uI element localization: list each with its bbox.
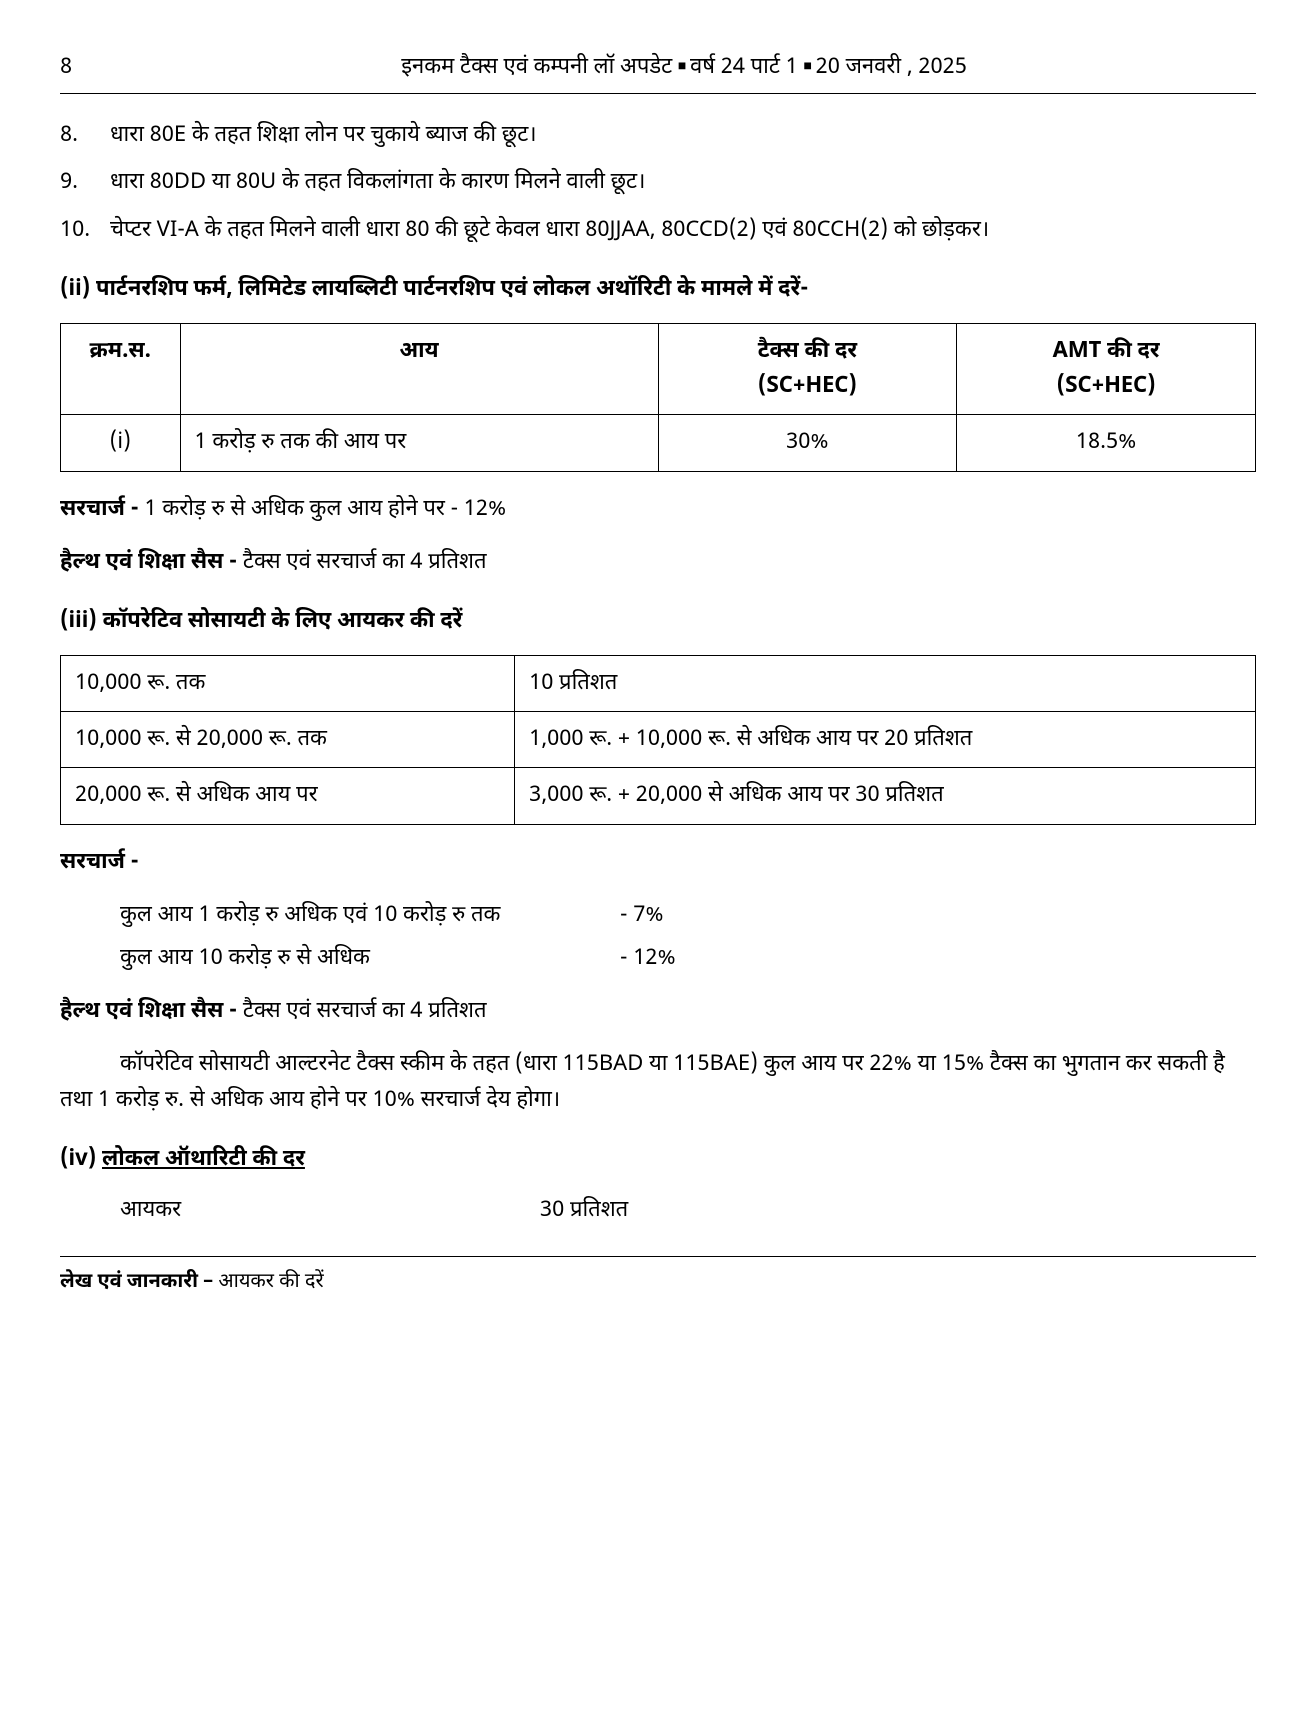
surcharge-row-value: - 12% [620, 941, 676, 976]
footer-bold: लेख एवं जानकारी – [60, 1270, 213, 1296]
page-footer: लेख एवं जानकारी – आयकर की दरें [60, 1256, 1256, 1299]
local-value: 30 प्रतिशत [540, 1193, 628, 1228]
square-separator-icon: ■ [678, 57, 690, 76]
section-iv-underline: लोकल ऑथारिटी की दर [102, 1145, 305, 1174]
list-number: 10. [60, 213, 110, 248]
partnership-table: क्रम.स. आय टैक्स की दर (SC+HEC) AMT की द… [60, 323, 1256, 472]
surcharge-heading: सरचार्ज - [60, 845, 1256, 880]
table-row: 10,000 रू. तक 10 प्रतिशत [61, 656, 1256, 712]
cooperative-table: 10,000 रू. तक 10 प्रतिशत 10,000 रू. से 2… [60, 655, 1256, 825]
list-item: 10. चेप्टर VI-A के तहत मिलने वाली धारा 8… [60, 213, 1256, 248]
list-item: 9. धारा 80DD या 80U के तहत विकलांगता के … [60, 165, 1256, 200]
cell-amt: 18.5% [957, 415, 1256, 471]
cooperative-note: कॉपरेटिव सोसायटी आल्टरनेट टैक्स स्कीम के… [60, 1047, 1256, 1117]
surcharge-row: कुल आय 1 करोड़ रु अधिक एवं 10 करोड़ रु त… [60, 898, 1256, 933]
surcharge-line: सरचार्ज - 1 करोड़ रु से अधिक कुल आय होने… [60, 492, 1256, 527]
list-number: 8. [60, 118, 110, 153]
section-iv-prefix: (iv) [60, 1145, 102, 1174]
th-amt-sub: (SC+HEC) [971, 369, 1241, 404]
footer-rest: आयकर की दरें [213, 1270, 324, 1296]
cess-label: हैल्थ एवं शिक्षा सैस - [60, 548, 237, 577]
cess-text: टैक्स एवं सरचार्ज का 4 प्रतिशत [237, 548, 486, 577]
table-row: 20,000 रू. से अधिक आय पर 3,000 रू. + 20,… [61, 768, 1256, 824]
th-amt-main: AMT की दर [971, 334, 1241, 369]
list-item: 8. धारा 80E के तहत शिक्षा लोन पर चुकाये … [60, 118, 1256, 153]
surcharge-row-label: कुल आय 10 करोड़ रु से अधिक [120, 941, 620, 976]
section-iii-heading: (iii) कॉपरेटिव सोसायटी के लिए आयकर की दर… [60, 604, 1256, 639]
list-text: चेप्टर VI-A के तहत मिलने वाली धारा 80 की… [110, 213, 1256, 248]
surcharge-label: सरचार्ज - [60, 495, 139, 524]
cell-slab: 10,000 रू. से 20,000 रू. तक [61, 712, 515, 768]
cell-slab: 20,000 रू. से अधिक आय पर [61, 768, 515, 824]
cell-rate: 3,000 रू. + 20,000 से अधिक आय पर 30 प्रत… [515, 768, 1256, 824]
cess-line-2: हैल्थ एवं शिक्षा सैस - टैक्स एवं सरचार्ज… [60, 994, 1256, 1029]
square-separator-icon: ■ [804, 57, 816, 76]
th-tax-main: टैक्स की दर [673, 334, 943, 369]
page-number: 8 [60, 50, 72, 85]
cess-text-2: टैक्स एवं सरचार्ज का 4 प्रतिशत [237, 997, 486, 1026]
numbered-list: 8. धारा 80E के तहत शिक्षा लोन पर चुकाये … [60, 118, 1256, 248]
list-text: धारा 80DD या 80U के तहत विकलांगता के कार… [110, 165, 1256, 200]
page-header: 8 इनकम टैक्स एवं कम्पनी लॉ अपडेट ■ वर्ष … [60, 50, 1256, 94]
table-row: 10,000 रू. से 20,000 रू. तक 1,000 रू. + … [61, 712, 1256, 768]
cell-tax: 30% [658, 415, 957, 471]
th-tax: टैक्स की दर (SC+HEC) [658, 323, 957, 414]
local-label: आयकर [120, 1193, 540, 1228]
list-number: 9. [60, 165, 110, 200]
surcharge-row: कुल आय 10 करोड़ रु से अधिक - 12% [60, 941, 1256, 976]
surcharge-row-value: - 7% [620, 898, 664, 933]
surcharge-text: 1 करोड़ रु से अधिक कुल आय होने पर - 12% [139, 495, 506, 524]
th-sn: क्रम.स. [61, 323, 181, 414]
header-part-c: 20 जनवरी , 2025 [816, 53, 967, 82]
cell-sn: (i) [61, 415, 181, 471]
header-title: इनकम टैक्स एवं कम्पनी लॉ अपडेट ■ वर्ष 24… [112, 50, 1256, 85]
local-authority-row: आयकर 30 प्रतिशत [60, 1193, 1256, 1228]
surcharge-row-label: कुल आय 1 करोड़ रु अधिक एवं 10 करोड़ रु त… [120, 898, 620, 933]
cess-line: हैल्थ एवं शिक्षा सैस - टैक्स एवं सरचार्ज… [60, 545, 1256, 580]
list-text: धारा 80E के तहत शिक्षा लोन पर चुकाये ब्य… [110, 118, 1256, 153]
header-part-a: इनकम टैक्स एवं कम्पनी लॉ अपडेट [401, 53, 672, 82]
th-tax-sub: (SC+HEC) [673, 369, 943, 404]
cell-slab: 10,000 रू. तक [61, 656, 515, 712]
table-row: (i) 1 करोड़ रु तक की आय पर 30% 18.5% [61, 415, 1256, 471]
cess-label-2: हैल्थ एवं शिक्षा सैस - [60, 997, 237, 1026]
th-amt: AMT की दर (SC+HEC) [957, 323, 1256, 414]
th-income: आय [180, 323, 658, 414]
section-iv-heading: (iv) लोकल ऑथारिटी की दर [60, 1142, 1256, 1177]
cell-rate: 1,000 रू. + 10,000 रू. से अधिक आय पर 20 … [515, 712, 1256, 768]
cell-rate: 10 प्रतिशत [515, 656, 1256, 712]
section-ii-heading: (ii) पार्टनरशिप फर्म, लिमिटेड लायब्लिटी … [60, 272, 1256, 307]
cell-income: 1 करोड़ रु तक की आय पर [180, 415, 658, 471]
header-part-b: वर्ष 24 पार्ट 1 [690, 53, 798, 82]
